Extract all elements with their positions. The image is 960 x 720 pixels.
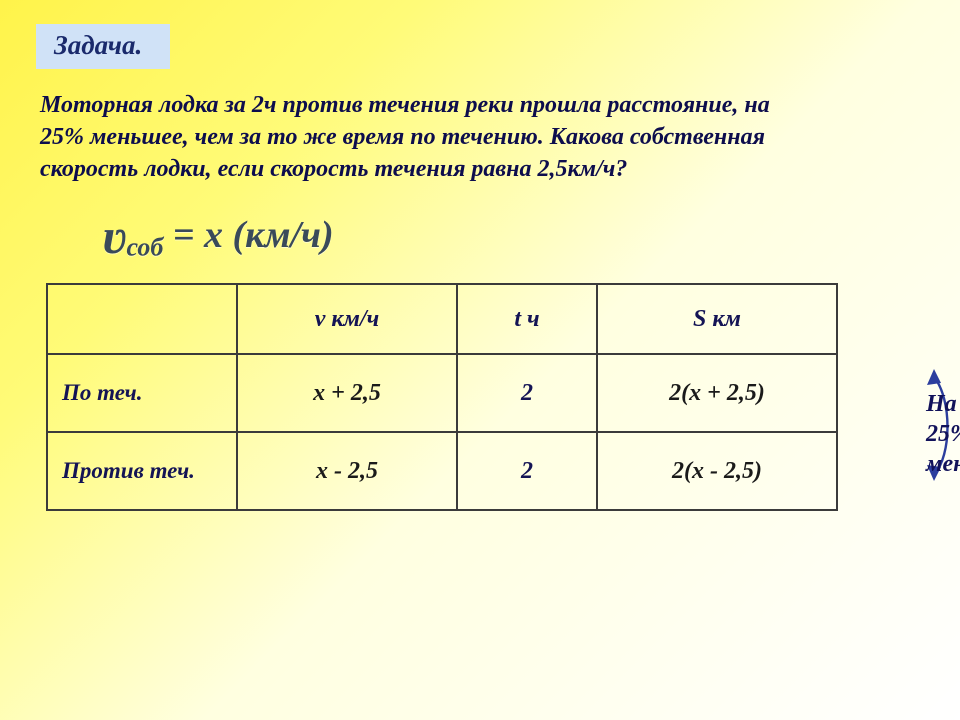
row-label: Против теч. (47, 432, 237, 510)
formula-rhs: = х (км/ч) (163, 214, 333, 256)
sidenote-line: 25% (926, 421, 960, 447)
header-s: S км (597, 284, 837, 354)
table-row: По теч. х + 2,5 2 2(х + 2,5) (47, 354, 837, 432)
cell-t: 2 (457, 354, 597, 432)
data-table: v км/ч t ч S км По теч. х + 2,5 2 2(х + … (46, 283, 838, 511)
table-header-row: v км/ч t ч S км (47, 284, 837, 354)
table-row: Против теч. х - 2,5 2 2(х - 2,5) (47, 432, 837, 510)
formula-subscript: соб (127, 233, 164, 262)
cell-v: х - 2,5 (237, 432, 457, 510)
side-note: На 25% мен (926, 389, 960, 479)
cell-s: 2(х - 2,5) (597, 432, 837, 510)
formula: ʋсоб = х (км/ч) (102, 207, 924, 265)
cell-v: х + 2,5 (237, 354, 457, 432)
header-blank (47, 284, 237, 354)
cell-s: 2(х + 2,5) (597, 354, 837, 432)
header-t: t ч (457, 284, 597, 354)
formula-symbol: ʋ (102, 208, 127, 264)
cell-t: 2 (457, 432, 597, 510)
row-label: По теч. (47, 354, 237, 432)
problem-badge: Задача. (36, 24, 170, 69)
sidenote-line: На (926, 391, 957, 417)
problem-text: Моторная лодка за 2ч против течения реки… (40, 89, 800, 185)
sidenote-line: мен (926, 451, 960, 477)
header-v: v км/ч (237, 284, 457, 354)
